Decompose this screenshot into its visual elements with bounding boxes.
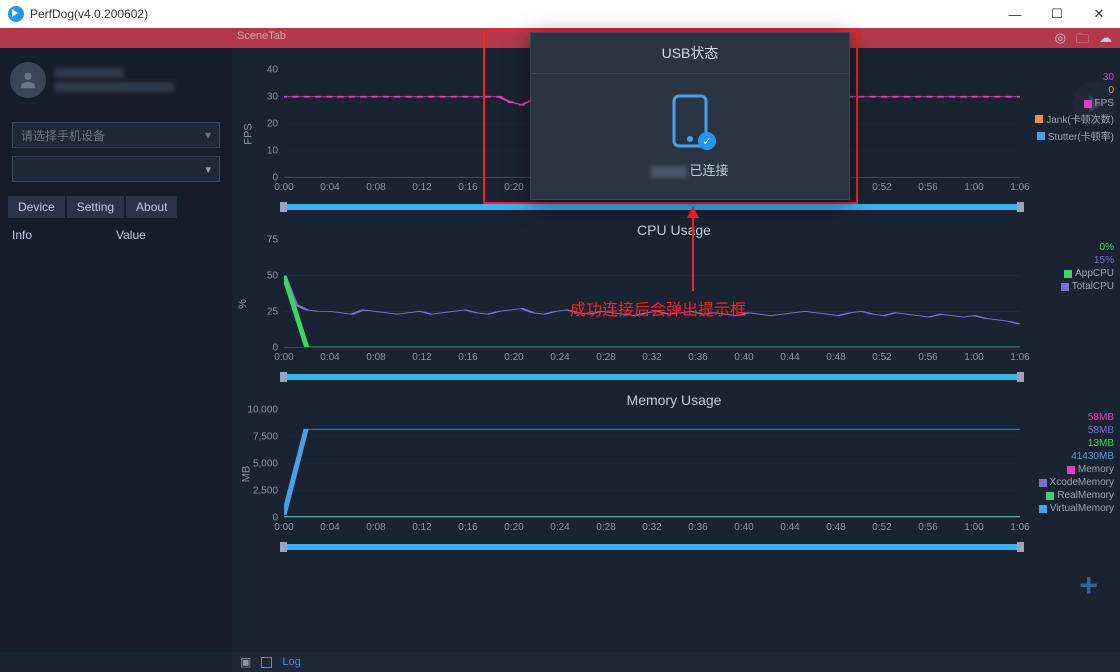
mem-ylabel: MB [240, 466, 252, 483]
check-icon: ✓ [698, 132, 716, 150]
sidebar: 请选择手机设备 ▾ ▾ Device Setting About Info Va… [0, 48, 232, 652]
close-button[interactable]: ✕ [1078, 0, 1120, 28]
fps-legend: 300FPSJank(卡顿次数)Stutter(卡顿率) [1035, 72, 1114, 145]
maximize-button[interactable]: ☐ [1036, 0, 1078, 28]
info-header: Info [12, 228, 116, 242]
mem-title: Memory Usage [232, 392, 1116, 408]
device-select[interactable]: 请选择手机设备 ▾ [12, 122, 220, 148]
device-placeholder: 请选择手机设备 [21, 127, 105, 144]
cpu-legend: 0%15%AppCPUTotalCPU [1061, 242, 1114, 294]
time-slider[interactable] [284, 544, 1020, 550]
time-slider[interactable] [284, 204, 1020, 210]
add-chart-icon[interactable]: + [1079, 567, 1098, 604]
minimize-button[interactable]: — [994, 0, 1036, 28]
modal-status-text: 已连接 [551, 160, 829, 179]
avatar-icon [10, 62, 46, 98]
log-checkbox[interactable] [261, 657, 272, 668]
collapse-icon[interactable]: ▣ [240, 655, 251, 669]
device-icon: ✓ [668, 94, 712, 148]
mem-legend: 58MB58MB13MB41430MBMemoryXcodeMemoryReal… [1039, 412, 1114, 516]
usb-status-modal: USB状态 ✓ 已连接 [530, 32, 850, 200]
tab-about[interactable]: About [126, 196, 177, 218]
log-label: Log [282, 656, 300, 668]
app-logo-icon [8, 6, 24, 22]
chevron-down-icon: ▾ [205, 163, 211, 176]
chevron-down-icon: ▾ [205, 128, 211, 142]
user-row [4, 56, 228, 104]
annotation-text: 成功连接后会弹出提示框 [570, 296, 746, 320]
tab-device[interactable]: Device [8, 196, 65, 218]
user-name-blur [54, 68, 124, 78]
cpu-ylabel: % [237, 299, 249, 309]
app-select[interactable]: ▾ [12, 156, 220, 182]
window-controls: — ☐ ✕ [994, 0, 1120, 28]
info-header-row: Info Value [4, 224, 228, 246]
bottom-bar: ▣ Log [232, 652, 1120, 672]
titlebar: PerfDog(v4.0.200602) — ☐ ✕ [0, 0, 1120, 28]
scene-tab-label[interactable]: SceneTab [237, 30, 286, 42]
user-email-blur [54, 82, 174, 92]
value-header: Value [116, 228, 220, 242]
modal-title: USB状态 [531, 33, 849, 74]
time-slider[interactable] [284, 374, 1020, 380]
cpu-title: CPU Usage [232, 222, 1116, 238]
tab-setting[interactable]: Setting [67, 196, 124, 218]
memory-chart: Memory Usage MB 02,5005,0007,50010,000 0… [232, 392, 1116, 538]
app-title: PerfDog(v4.0.200602) [30, 7, 148, 21]
sidebar-tabs: Device Setting About [4, 196, 228, 218]
cpu-chart: CPU Usage % 0255075 0:000:040:080:120:16… [232, 222, 1116, 368]
